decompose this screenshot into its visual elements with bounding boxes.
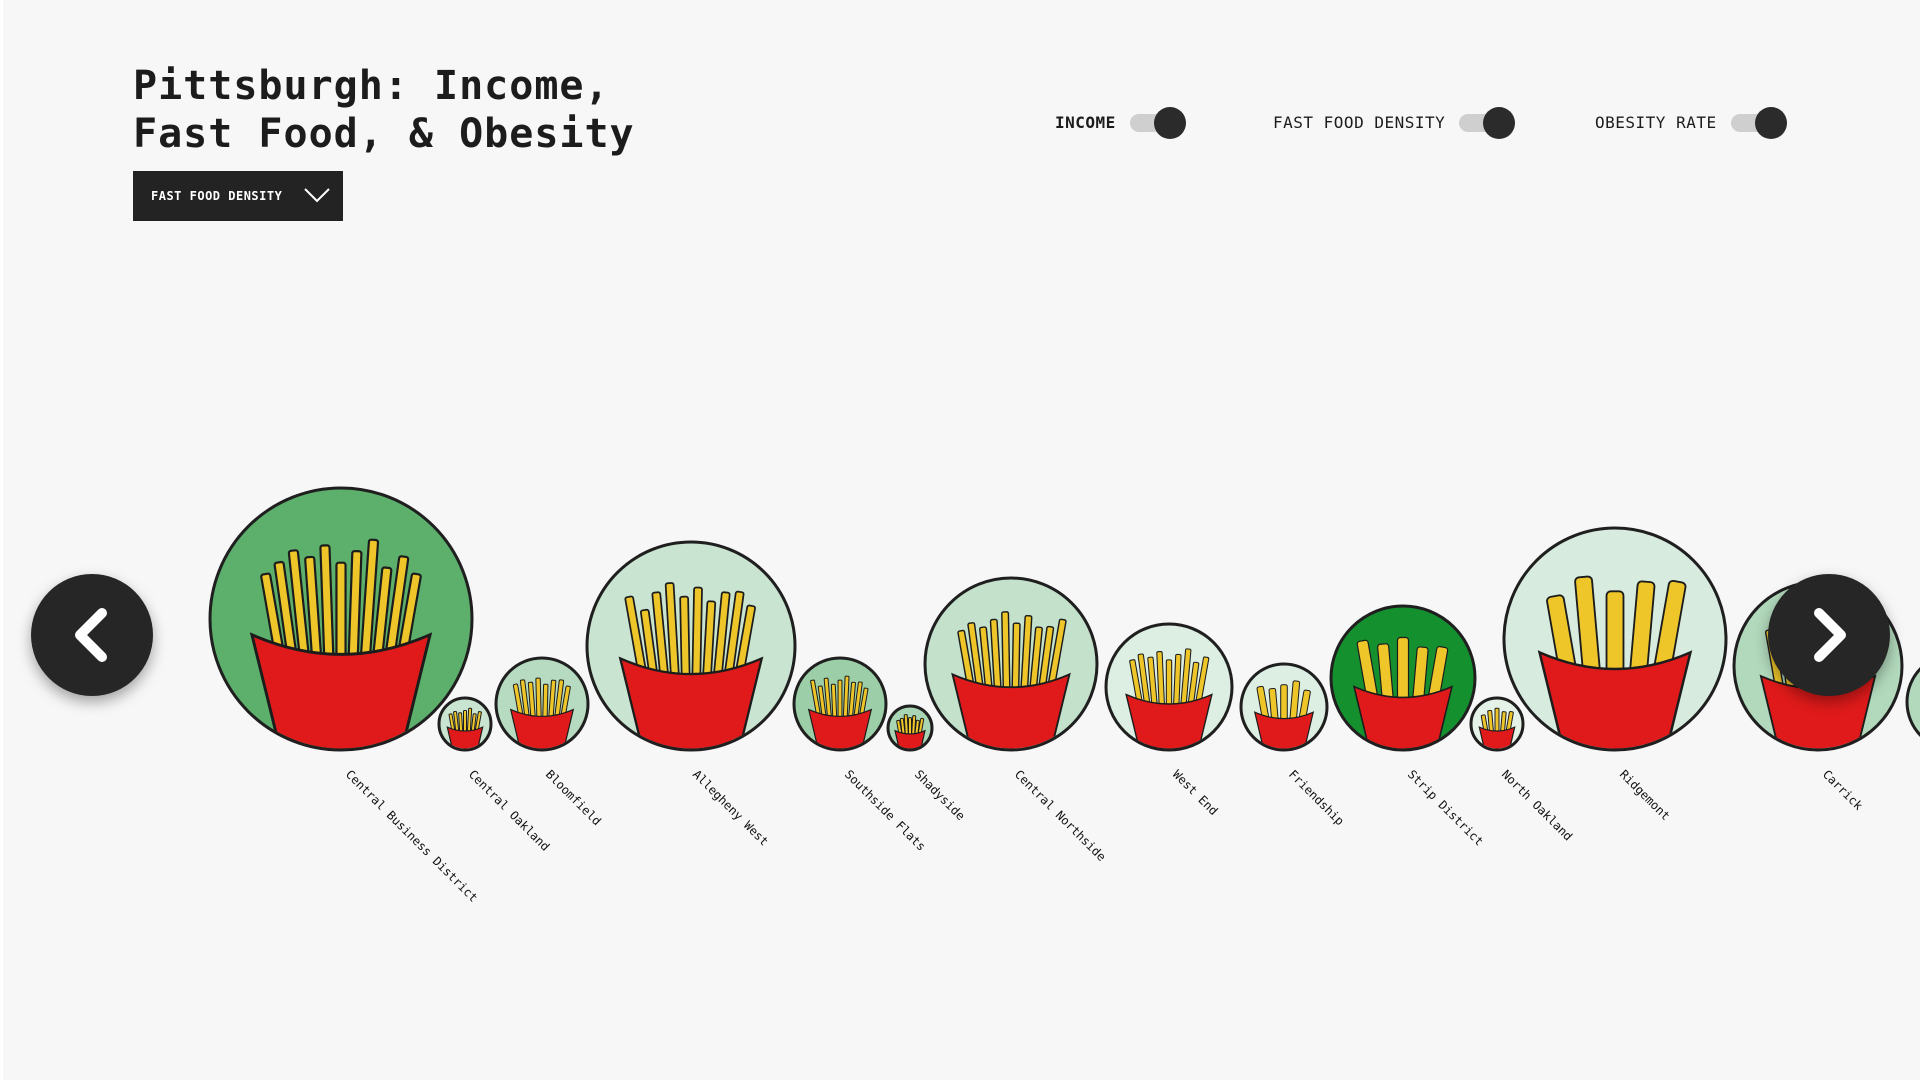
neighborhood-label: Central Business District [343,767,481,905]
toggle-knob [1483,106,1516,139]
bubble-outline [923,576,1099,752]
fry [535,677,542,722]
metric-dropdown[interactable]: FAST FOOD DENSITY [133,171,343,221]
fries-carton [618,656,764,749]
neighborhood-label: Allegheny West [690,767,771,848]
neighborhood-label: Bloomfield [543,767,604,828]
neighborhood-label: North Oakland [1499,767,1575,843]
neighborhood-label: Shadyside [912,767,968,823]
title-line-2: Fast Food, & Obesity [133,111,635,157]
toggle-fast-food-density[interactable]: FAST FOOD DENSITY [1273,106,1516,139]
chevron-right-icon [1814,608,1846,662]
bubble-outline [585,540,797,752]
fries-carton [249,632,433,749]
toggle-income-switch[interactable] [1129,106,1186,139]
toggle-knob [1754,106,1787,139]
fries-icon [1537,575,1693,749]
fry [1494,707,1500,735]
bubble-outline [792,656,888,752]
fries-icon [1478,707,1516,749]
neighborhood-bubble[interactable]: West End [1104,622,1234,818]
neighborhood-label: Strip District [1405,767,1486,848]
neighborhood-label: Carrick [1820,767,1866,813]
toggle-fast-food-density-switch[interactable] [1459,106,1516,139]
toggle-income-label: INCOME [1055,113,1116,132]
toggle-obesity-rate-label: OBESITY RATE [1595,113,1717,132]
neighborhood-bubble[interactable] [1905,654,1920,752]
fries-icon [509,677,575,749]
fries-icon [951,611,1071,749]
neighborhood-bubble[interactable]: Southside Flats [792,656,928,854]
neighborhood-bubble[interactable]: Central Business District [208,486,481,905]
toggle-income[interactable]: INCOME [1055,106,1186,139]
neighborhood-bubble[interactable]: Ridgemont [1502,526,1728,823]
fry [542,683,549,722]
fry [463,710,467,735]
page-title: Pittsburgh: Income, Fast Food, & Obesity [133,62,693,158]
neighborhood-label: West End [1170,767,1221,818]
neighborhood-label: Ridgemont [1617,767,1673,823]
fry [1001,611,1011,697]
bubble-outline [886,704,934,752]
bubble-outline [1104,622,1234,752]
prev-button[interactable] [31,574,153,696]
fries-carton [1125,693,1213,749]
fries-icon [618,582,764,749]
fry [1396,636,1410,706]
page-edge [0,0,3,1080]
fry [1165,659,1173,711]
fry [1605,590,1625,681]
fries-icon [894,714,926,749]
fry [837,679,843,722]
bubble-outline [1469,696,1525,752]
fries-icon [807,675,873,749]
bubble-outline [1329,604,1477,752]
neighborhood-bubble[interactable]: Allegheny West [585,540,797,849]
neighborhood-bubble[interactable]: Central Northside [923,576,1109,864]
toggle-knob [1153,106,1186,139]
fries-carton [509,708,575,749]
fry [335,561,347,669]
toggle-obesity-rate-switch[interactable] [1730,106,1787,139]
fries-carton [1352,685,1454,749]
dropdown-selected-label: FAST FOOD DENSITY [151,189,283,203]
neighborhood-label: Central Oakland [466,767,553,854]
fry [1280,684,1288,724]
bubble-outline [494,656,590,752]
fries-carton [951,672,1071,749]
chevron-left-icon [75,608,107,662]
fry [679,595,691,686]
fries-carton [1537,650,1693,749]
bubble-outline [208,486,474,752]
toggle-fast-food-density-label: FAST FOOD DENSITY [1273,113,1446,132]
bubble-outline [1502,526,1728,752]
chevron-down-icon [304,188,330,203]
fries-icon [1352,636,1454,749]
fries-carton [807,708,873,749]
title-line-1: Pittsburgh: Income, [133,63,610,109]
bubble-outline [437,696,493,752]
neighborhood-bubble[interactable]: Strip District [1329,604,1486,849]
fries-icon [446,707,484,749]
fries-icon [1253,680,1315,749]
neighborhood-label: Central Northside [1012,767,1109,864]
fry [1011,622,1021,697]
neighborhood-label: Friendship [1286,767,1347,828]
bubble-outline [1239,662,1329,752]
toggle-obesity-rate[interactable]: OBESITY RATE [1595,106,1787,139]
next-button[interactable] [1768,574,1890,696]
fry [691,586,703,686]
bubble-circle [1907,669,1920,735]
fries-icon [249,538,433,749]
bubble-outline [1905,667,1920,737]
fries-icon [1125,648,1213,749]
